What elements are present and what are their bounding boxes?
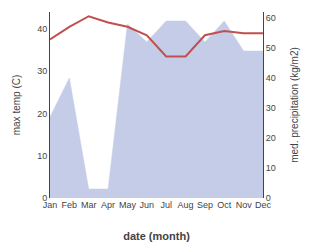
svg-text:0: 0 — [266, 193, 271, 203]
svg-text:Jul: Jul — [160, 200, 172, 210]
svg-text:Mar: Mar — [81, 200, 97, 210]
svg-text:Sep: Sep — [197, 200, 213, 210]
svg-text:date (month): date (month) — [123, 230, 190, 242]
svg-text:Jun: Jun — [140, 200, 155, 210]
svg-text:0: 0 — [42, 193, 47, 203]
svg-text:30: 30 — [266, 103, 276, 113]
svg-text:Jan: Jan — [43, 200, 58, 210]
svg-text:20: 20 — [266, 133, 276, 143]
svg-text:Feb: Feb — [62, 200, 78, 210]
svg-text:med. precipitation (kg/m2): med. precipitation (kg/m2) — [289, 47, 300, 163]
svg-text:max temp (C): max temp (C) — [11, 75, 22, 136]
svg-text:Nov: Nov — [236, 200, 253, 210]
svg-text:Aug: Aug — [178, 200, 194, 210]
svg-text:40: 40 — [266, 73, 276, 83]
svg-text:10: 10 — [37, 151, 47, 161]
svg-text:40: 40 — [37, 24, 47, 34]
svg-text:30: 30 — [37, 66, 47, 76]
svg-text:Oct: Oct — [217, 200, 232, 210]
svg-text:50: 50 — [266, 43, 276, 53]
svg-text:Apr: Apr — [101, 200, 115, 210]
svg-text:10: 10 — [266, 163, 276, 173]
svg-text:20: 20 — [37, 109, 47, 119]
svg-text:May: May — [119, 200, 137, 210]
svg-text:60: 60 — [266, 13, 276, 23]
svg-text:Dec: Dec — [255, 200, 272, 210]
